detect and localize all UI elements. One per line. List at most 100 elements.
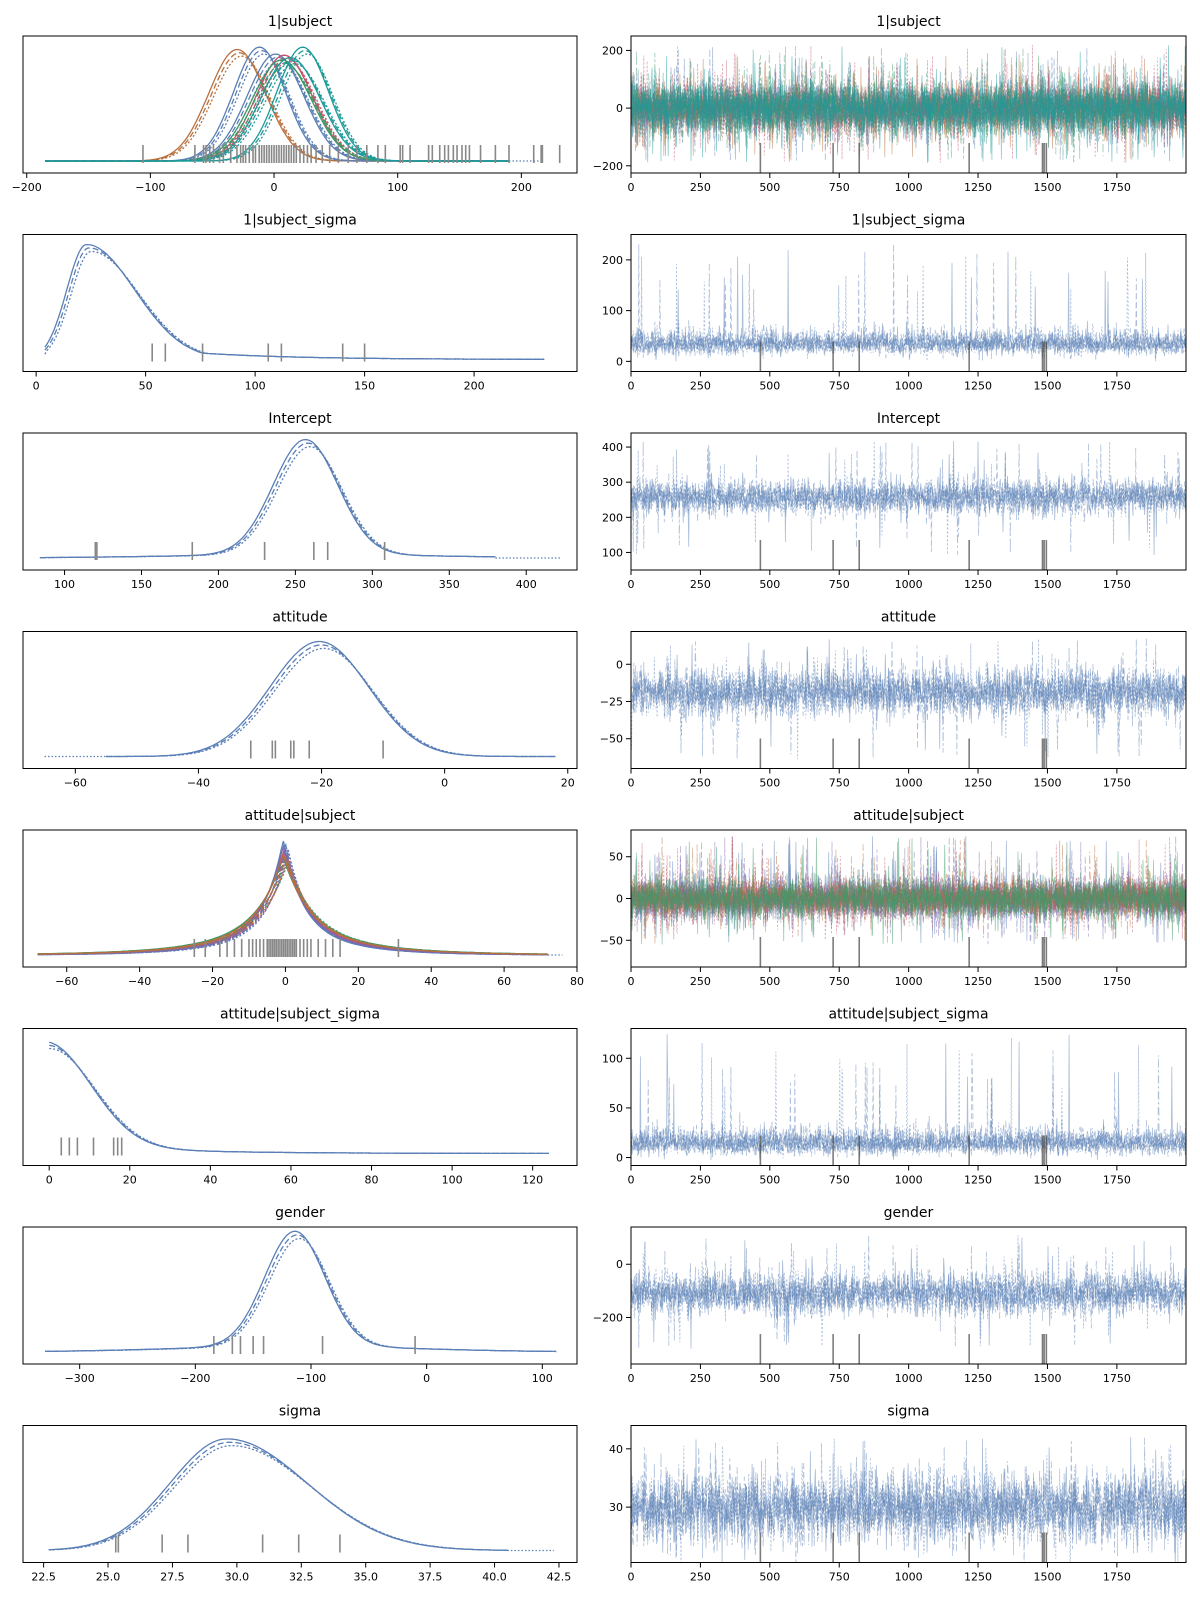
kde-curve [37,846,548,956]
trace-xtick-label: 0 [628,777,635,790]
kde-curve [106,647,556,758]
trace-lines [631,1437,1186,1563]
kde-curve [39,442,496,559]
kde-xtick-label: 80 [570,975,584,988]
kde-xtick-label: 32.5 [289,1571,314,1584]
trace-xtick-label: 1000 [895,975,923,988]
row-4: attitude|subject−60 −40 −20 0 20 40 60 80attitu… [22,808,1187,988]
kde-panel-2: Intercept 100 150 200 250 300 350 400 [22,411,578,591]
kde-xtick-label: 25.0 [96,1571,121,1584]
kde-axes [22,631,578,769]
trace-panel-0: 1|subject 0 250 500 750 1000 1250 1500 1750 −200 0… [593,14,1187,194]
trace-xtick-label: 1250 [964,1174,992,1187]
trace-ytick-label: 40 [609,1443,623,1456]
kde-title: attitude|subject_sigma [220,1007,380,1023]
trace-title: Intercept [877,411,941,427]
kde-xtick-label: 150 [131,578,152,591]
kde-xtick-label: 27.5 [160,1571,185,1584]
kde-curve [37,852,548,956]
trace-title: attitude [881,610,936,626]
trace-xtick-label: 750 [829,1174,850,1187]
trace-xtick-label: 250 [690,578,711,591]
trace-ytick-label: 50 [609,1102,623,1115]
trace-chain [631,441,1186,555]
row-7: sigma 22.5 25.0 27.5 30.0 32.5 35.0 37.5 40.0 42.… [22,1404,1187,1584]
trace-ytick-label: 200 [602,511,623,524]
trace-chain [631,837,1186,944]
trace-xtick-label: 1000 [895,1571,923,1584]
trace-chain [631,252,1186,362]
trace-lines [631,44,1186,163]
trace-lines [631,244,1186,362]
trace-xtick-label: 1500 [1033,380,1061,393]
trace-chain [631,244,1186,362]
trace-xtick-label: 0 [628,975,635,988]
trace-xtick-label: 1000 [895,181,923,194]
trace-xtick-label: 1000 [895,1174,923,1187]
trace-xtick-label: 750 [829,975,850,988]
trace-ytick-label: 200 [602,254,623,267]
kde-xtick-label: 60 [497,975,511,988]
kde-xtick-label: 30.0 [225,1571,250,1584]
trace-panel-6: gender 0 250 500 750 1000 1250 1500 1750 −200 0 [593,1205,1187,1385]
trace-chain [631,1238,1186,1348]
kde-xtick-label: 40 [203,1174,217,1187]
trace-xtick-label: 750 [829,1571,850,1584]
kde-xtick-label: 150 [354,380,375,393]
trace-xtick-label: 1000 [895,1372,923,1385]
trace-ytick-label: 0 [616,355,623,368]
trace-panel-3: attitude 0 250 500 750 1000 1250 1500 1750 −50 −25… [600,610,1187,790]
row-0: 1|subject −200 −100 0 100 200 1|subject 0 250 500… [12,14,1187,194]
kde-xtick-label: 120 [522,1174,543,1187]
kde-curve [37,859,548,955]
kde-curve [44,247,545,360]
kde-xtick-label: 350 [439,578,460,591]
kde-xtick-label: 0 [423,1372,430,1385]
trace-ytick-label: 0 [616,1152,623,1165]
trace-xtick-label: 1500 [1033,1372,1061,1385]
trace-ytick-label: −25 [600,695,623,708]
row-2: Intercept 100 150 200 250 300 350 400 Intercept 0… [22,411,1187,591]
kde-xtick-label: 100 [532,1372,553,1385]
kde-xtick-label: 42.5 [547,1571,572,1584]
trace-xtick-label: 1000 [895,777,923,790]
trace-ytick-label: 0 [616,658,623,671]
trace-ytick-label: 50 [609,851,623,864]
trace-xtick-label: 1250 [964,181,992,194]
trace-xtick-label: 750 [829,578,850,591]
trace-ytick-label: −200 [593,160,623,173]
trace-chain [631,252,1186,362]
trace-xtick-label: 1250 [964,1571,992,1584]
kde-xtick-label: 80 [365,1174,379,1187]
trace-xtick-label: 1500 [1033,578,1061,591]
trace-xtick-label: 500 [759,975,780,988]
kde-xtick-label: −60 [64,777,87,790]
kde-xtick-label: −100 [135,181,165,194]
kde-title: attitude|subject [245,808,356,824]
trace-xtick-label: 1500 [1033,181,1061,194]
kde-xtick-label: 40 [424,975,438,988]
trace-title: gender [884,1205,934,1221]
kde-xtick-label: 0 [282,975,289,988]
kde-curve [45,1234,557,1353]
trace-xtick-label: 0 [628,1571,635,1584]
kde-panel-6: gender −300 −200 −100 0 100 [22,1205,578,1385]
trace-chain [631,638,1186,760]
trace-ytick-label: 200 [602,44,623,57]
kde-xtick-label: 100 [54,578,75,591]
trace-ytick-label: 0 [616,1258,623,1271]
trace-xtick-label: 1750 [1103,975,1131,988]
kde-xtick-label: 300 [362,578,383,591]
kde-xtick-label: −20 [310,777,333,790]
trace-xtick-label: 0 [628,1174,635,1187]
trace-xtick-label: 1750 [1103,380,1131,393]
trace-xtick-label: 750 [829,380,850,393]
kde-xtick-label: −40 [187,777,210,790]
trace-xtick-label: 1250 [964,380,992,393]
trace-xtick-label: 1250 [964,578,992,591]
trace-xtick-label: 0 [628,578,635,591]
kde-panel-3: attitude −60 −40 −20 0 20 [22,610,578,790]
